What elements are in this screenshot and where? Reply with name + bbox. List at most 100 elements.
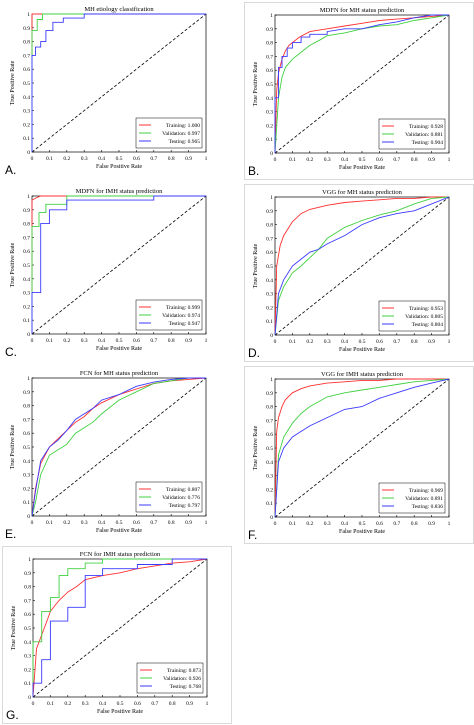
x-axis-label: False Positive Rate [339, 529, 385, 535]
x-tick-label: 0 [274, 339, 277, 345]
roc-series-line [274, 14, 449, 153]
y-tick-label: 1 [270, 377, 273, 383]
y-tick-label: 0.3 [266, 292, 273, 298]
y-tick-label: 0.9 [24, 571, 31, 577]
x-tick-label: 0.8 [411, 157, 418, 163]
roc-chart: 0 0.1 0.2 0.3 0.4 0.5 0.6 0.7 0.8 0.9 1 0 0.1 0.2 0.3 0… [248, 371, 451, 542]
y-tick-label: 0.6 [266, 432, 273, 438]
x-tick-label: 0.7 [393, 521, 400, 527]
x-tick-label: 0.5 [359, 521, 366, 527]
x-axis-label: False Positive Rate [97, 709, 143, 715]
x-tick-label: 0.8 [168, 156, 175, 162]
x-tick-label: 0.9 [428, 339, 435, 345]
panel-letter: C. [5, 345, 17, 359]
x-tick-label: 0.9 [185, 520, 192, 526]
y-tick-label: 0.5 [23, 263, 30, 269]
y-tick-label: 0.1 [23, 318, 30, 324]
roc-series-line [31, 377, 206, 517]
x-tick-label: 0.7 [393, 339, 400, 345]
y-tick-label: 0.6 [23, 67, 30, 73]
roc-series-line [274, 14, 450, 154]
x-tick-label: 0 [32, 701, 35, 707]
y-tick-label: 0.5 [23, 81, 30, 87]
x-tick-label: 0.1 [289, 339, 296, 345]
panel-letter: D. [248, 346, 260, 360]
y-tick-label: 0 [27, 514, 30, 520]
x-tick-label: 0.9 [428, 521, 435, 527]
chart-title: VGG for MH status prediction [322, 189, 403, 196]
x-tick-label: 0 [31, 520, 34, 526]
y-tick-label: 0.9 [266, 391, 273, 397]
x-tick-label: 0.6 [133, 520, 140, 526]
chart-title: MDFN for MH status prediction [320, 7, 405, 14]
y-tick-label: 1 [27, 194, 30, 200]
roc-chart: 0 0.1 0.2 0.3 0.4 0.5 0.6 0.7 0.8 0.9 1 0 0.1 0.2 0.3 0… [248, 7, 451, 178]
x-tick-label: 0.5 [359, 157, 366, 163]
roc-panel: 0 0.1 0.2 0.3 0.4 0.5 0.6 0.7 0.8 0.9 1 0 0.1 0.2 0.3 0… [244, 366, 474, 544]
legend-entry: Testing: 0.904 [412, 140, 444, 146]
roc-series-line [31, 13, 206, 152]
y-tick-label: 0.1 [266, 319, 273, 325]
x-tick-label: 0.3 [81, 156, 88, 162]
legend-box [135, 299, 203, 331]
x-tick-label: 0.8 [411, 521, 418, 527]
y-tick-label: 0 [27, 332, 30, 338]
y-tick-label: 1 [270, 195, 273, 201]
x-tick-label: 0.2 [306, 157, 313, 163]
legend-entry: Testing: 0.797 [169, 503, 201, 509]
legend-entry: Testing: 0.947 [169, 321, 201, 327]
x-tick-label: 0.2 [64, 701, 71, 707]
x-tick-label: 0.5 [116, 520, 123, 526]
y-tick-label: 0.2 [23, 486, 30, 492]
y-axis-label: True Positive Rate [253, 243, 259, 288]
roc-series-line [274, 14, 450, 154]
chart-title: FCN for IMH status prediction [80, 551, 161, 558]
legend-entry: Training: 1.000 [166, 123, 200, 129]
chance-line [31, 377, 207, 517]
x-tick-label: 0.2 [306, 339, 313, 345]
y-tick-label: 0.3 [266, 474, 273, 480]
roc-panel: 0 0.1 0.2 0.3 0.4 0.5 0.6 0.7 0.8 0.9 1 0 0.1 0.2 0.3 0… [244, 2, 474, 180]
y-axis-label: True Positive Rate [10, 424, 16, 469]
y-tick-label: 0.5 [266, 82, 273, 88]
y-tick-label: 0.9 [266, 27, 273, 33]
x-tick-label: 0.7 [150, 520, 157, 526]
roc-chart: 0 0.1 0.2 0.3 0.4 0.5 0.6 0.7 0.8 0.9 1 0 0.1 0.2 0.3 0… [5, 188, 208, 359]
y-tick-label: 0.1 [266, 501, 273, 507]
y-tick-label: 0.7 [23, 53, 30, 59]
roc-chart: 0 0.1 0.2 0.3 0.4 0.5 0.6 0.7 0.8 0.9 1 0 0.1 0.2 0.3 0… [5, 370, 208, 541]
panel-letter: F. [248, 528, 257, 542]
roc-panel: 0 0.1 0.2 0.3 0.4 0.5 0.6 0.7 0.8 0.9 1 0 0.1 0.2 0.3 0… [2, 184, 232, 362]
y-tick-label: 0.8 [266, 223, 273, 229]
legend-entry: Testing: 0.768 [170, 684, 202, 690]
y-tick-label: 0.3 [23, 473, 30, 479]
y-tick-label: 0.7 [266, 236, 273, 242]
legend-entry: Training: 0.928 [409, 124, 443, 130]
x-tick-label: 0.8 [411, 339, 418, 345]
chart-title: MH etiology classification [84, 6, 154, 13]
y-tick-label: 0.3 [23, 109, 30, 115]
y-tick-label: 1 [27, 12, 30, 18]
x-tick-label: 0.9 [186, 701, 193, 707]
y-tick-label: 0.7 [23, 235, 30, 241]
x-tick-label: 0.3 [82, 701, 89, 707]
x-tick-label: 0.6 [134, 701, 141, 707]
x-tick-label: 0.8 [168, 520, 175, 526]
x-tick-label: 0.1 [289, 521, 296, 527]
legend-entry: Testing: 0.965 [169, 139, 201, 145]
y-tick-label: 0 [270, 333, 273, 339]
roc-chart: 0 0.1 0.2 0.3 0.4 0.5 0.6 0.7 0.8 0.9 1 0 0.1 0.2 0.3 0… [5, 6, 208, 177]
x-tick-label: 1 [448, 339, 451, 345]
y-tick-label: 0.3 [24, 654, 31, 660]
y-tick-label: 0.2 [266, 305, 273, 311]
y-tick-label: 0.8 [24, 585, 31, 591]
y-tick-label: 0.9 [23, 26, 30, 32]
y-tick-label: 0.8 [266, 41, 273, 47]
legend-entry: Testing: 0.804 [412, 322, 444, 328]
y-axis-label: True Positive Rate [10, 60, 16, 105]
x-axis-label: False Positive Rate [96, 346, 142, 352]
x-tick-label: 0.7 [151, 701, 158, 707]
panel-letter: A. [5, 163, 16, 177]
roc-series-line [274, 196, 450, 336]
x-tick-label: 0.2 [63, 520, 70, 526]
